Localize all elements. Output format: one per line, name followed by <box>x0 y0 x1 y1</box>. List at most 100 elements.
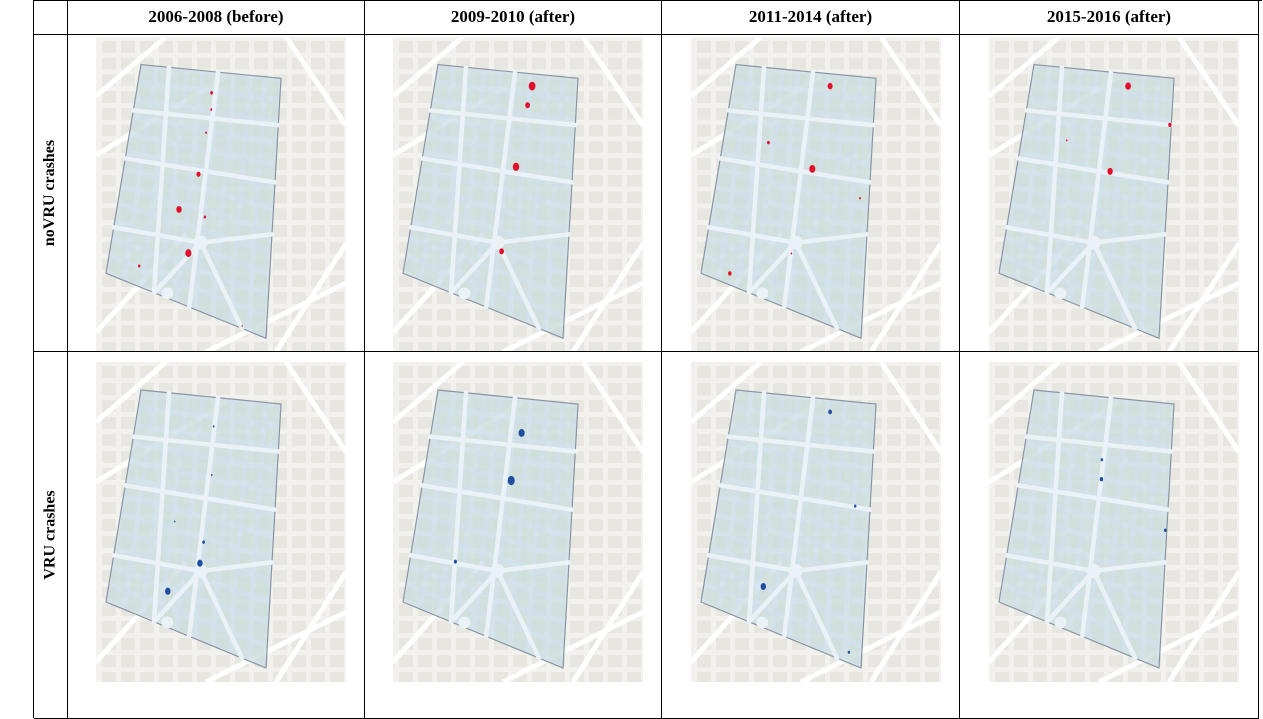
avenue <box>123 483 278 512</box>
city-block <box>178 672 192 682</box>
avenue <box>726 108 876 128</box>
city-block <box>906 208 920 221</box>
city-block <box>546 425 559 442</box>
city-block <box>850 578 864 598</box>
city-block <box>627 468 641 480</box>
city-block <box>417 517 432 534</box>
city-block <box>754 638 768 650</box>
street <box>204 609 346 682</box>
city-block <box>925 158 939 170</box>
city-block <box>508 481 522 499</box>
city-block <box>925 366 939 378</box>
city-block <box>399 519 413 531</box>
city-block <box>697 191 711 204</box>
city-block <box>925 485 939 497</box>
city-block <box>1014 638 1028 650</box>
city-block <box>504 194 518 212</box>
avenue <box>495 560 572 574</box>
city-block <box>546 99 559 116</box>
avenue <box>746 240 798 295</box>
city-block <box>1223 417 1237 429</box>
city-block <box>311 174 325 187</box>
city-block <box>868 604 882 616</box>
city-block <box>181 128 194 145</box>
city-block <box>123 499 138 516</box>
city-block <box>727 119 741 135</box>
study-area <box>998 63 1175 340</box>
city-block <box>535 573 549 592</box>
city-block <box>551 672 565 682</box>
city-block <box>794 273 809 293</box>
city-block <box>995 604 1009 616</box>
city-block <box>273 621 287 633</box>
city-block <box>887 191 901 204</box>
city-block <box>1121 158 1134 176</box>
avenue <box>1024 108 1174 128</box>
city-block <box>1046 86 1060 102</box>
city-block <box>273 57 287 70</box>
city-block <box>494 458 508 475</box>
city-block <box>815 567 830 587</box>
city-block <box>562 101 575 119</box>
roundabout <box>490 235 505 250</box>
city-block <box>1014 655 1028 667</box>
city-block <box>532 342 546 351</box>
city-block <box>1128 383 1142 395</box>
novru-hotspot <box>512 162 520 171</box>
city-block <box>1185 672 1199 682</box>
city-block <box>1014 366 1028 378</box>
city-block <box>608 502 622 514</box>
city-block <box>837 182 851 201</box>
city-block <box>539 182 553 201</box>
city-block <box>121 655 135 667</box>
city-block <box>311 241 325 254</box>
city-block <box>241 530 255 550</box>
city-block <box>552 578 566 598</box>
city-block <box>551 366 565 378</box>
city-block <box>399 655 413 667</box>
city-block <box>868 587 882 599</box>
city-block <box>254 672 268 682</box>
city-block <box>1128 366 1142 378</box>
city-block <box>552 250 566 270</box>
city-block <box>1223 366 1237 378</box>
city-block <box>906 174 920 187</box>
city-block <box>311 655 325 667</box>
city-block <box>234 286 249 306</box>
study-area <box>402 63 579 340</box>
city-block <box>311 124 325 137</box>
map-svg <box>989 37 1239 351</box>
city-block <box>773 342 787 351</box>
city-block <box>868 536 882 548</box>
city-block <box>311 225 325 237</box>
map-novru-2006-2008 <box>68 35 365 352</box>
city-block <box>311 536 325 548</box>
avenue <box>151 65 172 295</box>
city-block <box>925 208 939 221</box>
city-block <box>589 655 603 667</box>
city-block <box>551 57 565 70</box>
avenue <box>746 568 798 625</box>
city-block <box>868 225 882 237</box>
city-block <box>735 342 749 351</box>
city-block <box>517 239 532 258</box>
city-block <box>1028 540 1042 558</box>
city-block <box>399 383 413 395</box>
city-block <box>887 451 901 463</box>
city-block <box>735 655 749 667</box>
city-block <box>437 325 451 338</box>
city-block <box>995 191 1009 204</box>
avenue <box>793 240 840 331</box>
city-block <box>627 225 641 237</box>
city-block <box>418 417 432 429</box>
city-block <box>780 417 794 433</box>
city-block <box>1148 250 1162 270</box>
city-block <box>1096 73 1110 89</box>
city-block <box>906 107 920 120</box>
city-block <box>169 89 183 104</box>
city-block <box>849 342 863 351</box>
city-block <box>233 97 246 114</box>
city-block <box>513 655 527 667</box>
city-block <box>1223 383 1237 395</box>
city-block <box>697 158 711 170</box>
